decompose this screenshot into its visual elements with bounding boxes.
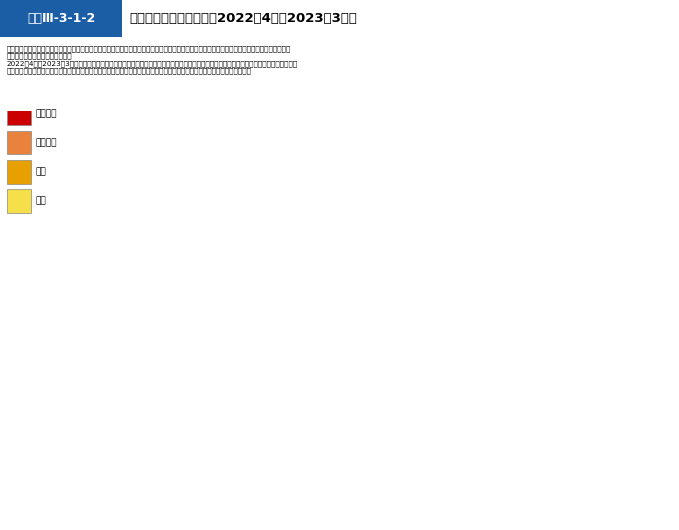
Bar	[7, 131, 31, 154]
Text: １回: １回	[35, 197, 46, 206]
Text: ハイレベル交流とは、本図表においては防衛大臣・防衛副大臣・防衛大臣政務官・事務次官・防衛審議官・各幕僚長とそれぞれのカウンターパー
トとの２国間会談を指している: ハイレベル交流とは、本図表においては防衛大臣・防衛副大臣・防衛大臣政務官・事務次…	[7, 45, 298, 75]
Text: ハイレベル交流の実績（2022年4月〜2023年3月）: ハイレベル交流の実績（2022年4月〜2023年3月）	[129, 12, 357, 25]
Text: ５回以上: ５回以上	[35, 109, 57, 118]
Bar	[7, 160, 31, 183]
Text: 図表Ⅲ-3-1-2: 図表Ⅲ-3-1-2	[27, 12, 95, 25]
FancyBboxPatch shape	[0, 0, 122, 37]
Bar	[7, 102, 31, 125]
Text: ３〜４回: ３〜４回	[35, 138, 57, 147]
Bar	[7, 189, 31, 213]
Text: ２回: ２回	[35, 167, 46, 176]
